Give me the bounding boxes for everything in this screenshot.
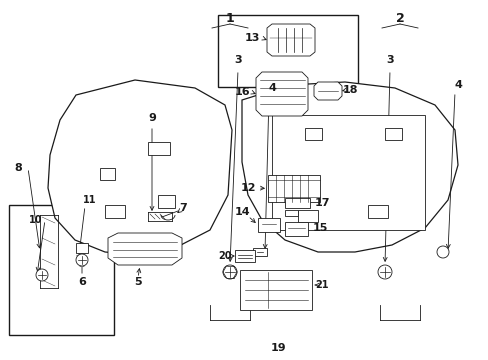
Bar [218, 15, 357, 87]
Polygon shape [242, 82, 457, 252]
Text: 3: 3 [386, 55, 393, 65]
Polygon shape [384, 128, 401, 140]
Circle shape [377, 265, 391, 279]
Polygon shape [285, 222, 307, 236]
Text: 3: 3 [234, 55, 242, 65]
Polygon shape [240, 270, 311, 310]
Polygon shape [313, 82, 341, 100]
Text: 7: 7 [179, 203, 186, 213]
Text: 20: 20 [218, 251, 231, 261]
Polygon shape [266, 24, 314, 56]
Text: 2: 2 [395, 12, 404, 24]
Text: 13: 13 [244, 33, 259, 43]
Circle shape [76, 254, 88, 266]
Polygon shape [271, 115, 424, 230]
Text: 5: 5 [134, 277, 142, 287]
Bar [9, 205, 114, 335]
Text: 21: 21 [315, 280, 328, 290]
Polygon shape [100, 168, 115, 180]
Polygon shape [285, 198, 309, 208]
Text: 8: 8 [14, 163, 22, 173]
Text: 9: 9 [148, 113, 156, 123]
Text: 1: 1 [225, 12, 234, 24]
Bar [267, 175, 319, 202]
Circle shape [223, 265, 237, 279]
Bar [252, 248, 266, 256]
Text: 16: 16 [234, 87, 249, 97]
Text: 19: 19 [270, 343, 285, 353]
Polygon shape [108, 233, 182, 265]
Text: 18: 18 [342, 85, 357, 95]
Text: 10: 10 [29, 215, 42, 225]
Circle shape [436, 246, 448, 258]
Polygon shape [158, 195, 175, 208]
Circle shape [36, 269, 48, 281]
Polygon shape [305, 128, 321, 140]
Polygon shape [148, 142, 170, 155]
Polygon shape [367, 205, 387, 218]
Polygon shape [48, 80, 231, 255]
Polygon shape [285, 210, 297, 216]
Polygon shape [258, 218, 280, 232]
Text: 4: 4 [453, 80, 461, 90]
Text: 12: 12 [240, 183, 255, 193]
Text: 14: 14 [234, 207, 249, 217]
Text: 17: 17 [314, 198, 329, 208]
Text: 11: 11 [83, 195, 97, 205]
Polygon shape [297, 210, 317, 222]
Text: 15: 15 [312, 223, 327, 233]
Polygon shape [105, 205, 125, 218]
Polygon shape [235, 250, 254, 262]
Bar [76, 243, 88, 253]
Polygon shape [256, 72, 307, 116]
Text: 6: 6 [78, 277, 86, 287]
Text: 4: 4 [267, 83, 275, 93]
